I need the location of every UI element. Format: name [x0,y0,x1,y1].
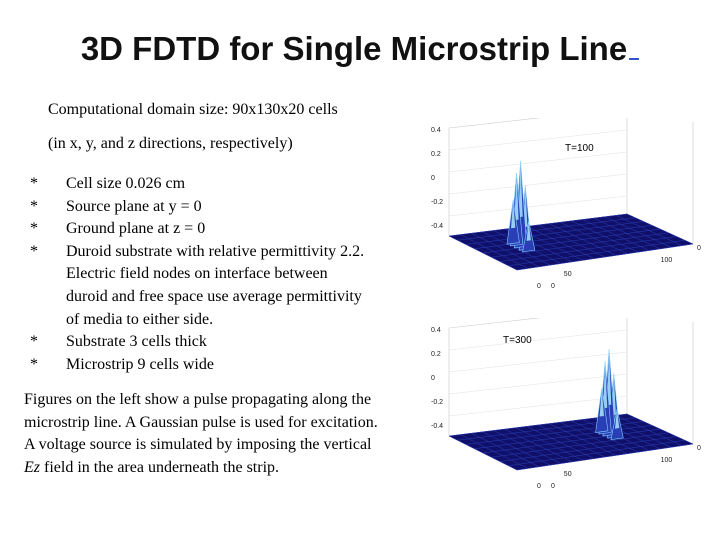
grid-line [448,151,628,173]
bullet-marker: * [30,355,38,373]
bullet-text: Duroid substrate with relative permittiv… [66,242,365,260]
grid-line [448,129,628,151]
mesh-line [516,243,694,271]
z-tick-label: 0 [431,175,435,182]
side-tick-label: 0 [697,245,701,252]
z-tick-label: 0.4 [431,327,441,334]
pulse-peak-highlight [606,349,612,406]
bullet-marker: * [30,197,38,215]
pulse-peak-highlight [514,173,519,221]
bullet-item: * Duroid substrate with relative permitti… [30,241,430,264]
z-tick-label: 0 [431,375,435,382]
title-decoration [629,58,640,60]
mesh-line [491,432,669,458]
z-tick-label: 0.2 [431,151,441,158]
z-tick-label: 0.4 [431,127,441,134]
side-tick-label: 0 [697,445,701,452]
pulse-peak-highlight [599,387,604,417]
corner-tick-label: 0 [551,283,555,290]
caption-line: A voltage source is simulated by imposin… [24,436,372,453]
bullet-text: Substrate 3 cells thick [66,333,207,351]
mesh-line [491,232,669,258]
bullet-item: duroid and free space use average permit… [30,286,430,309]
bullet-item: * Microstrip 9 cells wide [30,354,430,377]
grid-line [448,351,628,373]
x-tick-label: 100 [661,457,673,464]
bullet-item: * Cell size 0.026 cm [30,173,430,196]
ez-field-label: Ez [24,458,40,476]
bullet-text: duroid and free space use average permit… [66,287,362,305]
bullet-item: * Source plane at y = 0 [30,196,430,219]
bullet-text: of media to either side. [66,310,214,328]
surface-plot-svg: 0.4 0.2 0 -0.2 -0.4 50 100 0 0 0 [431,118,701,290]
mesh-line [516,443,694,471]
pulse-peak-highlight [518,161,523,218]
time-step-label: T=300 [503,335,532,346]
z-tick-label: 0.2 [431,351,441,358]
bullet-text: Microstrip 9 cells wide [66,355,214,373]
x-tick-label: 100 [661,257,673,264]
mesh-line [508,440,685,466]
mesh-line [457,217,636,241]
slide-title: 3D FDTD for Single Microstrip Line [0,30,720,68]
z-tick-label: -0.2 [431,399,443,406]
caption-line: microstrip line. A Gaussian pulse is use… [24,413,378,431]
bullet-marker: * [30,220,38,238]
field-plot-t300: 0.4 0.2 0 -0.2 -0.4 50 100 0 0 0 T=300 [425,318,705,498]
figure-caption: Figures on the left show a pulse propaga… [24,389,434,479]
z-tick-label: -0.4 [431,423,443,430]
axis-frame-line [448,318,541,329]
grid-line [448,195,628,217]
bullet-text: Electric field nodes on interface betwee… [66,265,328,283]
caption-line: Ez field in the area underneath the stri… [24,458,280,476]
mesh-line [474,425,652,449]
mesh-line [474,225,652,249]
bullet-text: Source plane at y = 0 [66,197,202,215]
bullet-marker: * [30,242,38,260]
axis-frame-line [448,118,541,129]
mesh-line [499,236,677,262]
mesh-line [482,228,661,254]
bullet-marker: * [30,175,38,192]
pulse-peak-highlight [511,199,516,229]
corner-tick-label: 0 [537,283,541,290]
time-step-label: T=100 [565,143,594,154]
mesh-line [465,221,644,245]
bullet-marker: * [30,333,38,351]
pulse-peak-highlight [602,361,608,409]
caption-line: Figures on the left show a pulse propaga… [24,391,372,408]
grid-line [448,173,628,195]
pulse-peak-highlight [526,221,531,241]
x-tick-label: 50 [564,471,572,478]
grid-line [448,329,628,351]
mesh-line [499,436,677,462]
pulse-peak-highlight [614,408,620,429]
z-tick-label: -0.4 [431,223,443,230]
bullet-list: * Cell size 0.026 cm * Source plane at y = … [30,173,430,376]
grid-line [448,395,628,417]
domain-directions-text: (in x, y, and z directions, respectively… [48,135,293,152]
mesh-line [448,213,628,237]
bullet-item: * Substrate 3 cells thick [30,331,430,354]
bullet-item: * Ground plane at z = 0 [30,218,430,241]
surface-plot-svg: 0.4 0.2 0 -0.2 -0.4 50 100 0 0 0 [431,318,701,490]
field-plot-t100: 0.4 0.2 0 -0.2 -0.4 50 100 0 0 0 T=100 [425,118,705,298]
mesh-line [482,428,661,454]
grid-line [448,373,628,395]
mesh-line [508,240,685,266]
z-tick-label: -0.2 [431,199,443,206]
corner-tick-label: 0 [537,483,541,490]
bullet-text: Ground plane at z = 0 [66,220,206,238]
bullet-text: Cell size 0.026 cm [66,175,186,192]
domain-size-text: Computational domain size: 90x130x20 cel… [48,101,338,118]
corner-tick-label: 0 [551,483,555,490]
bullet-item: Electric field nodes on interface betwee… [30,263,430,286]
bullet-item: of media to either side. [30,309,430,332]
x-tick-label: 50 [564,271,572,278]
